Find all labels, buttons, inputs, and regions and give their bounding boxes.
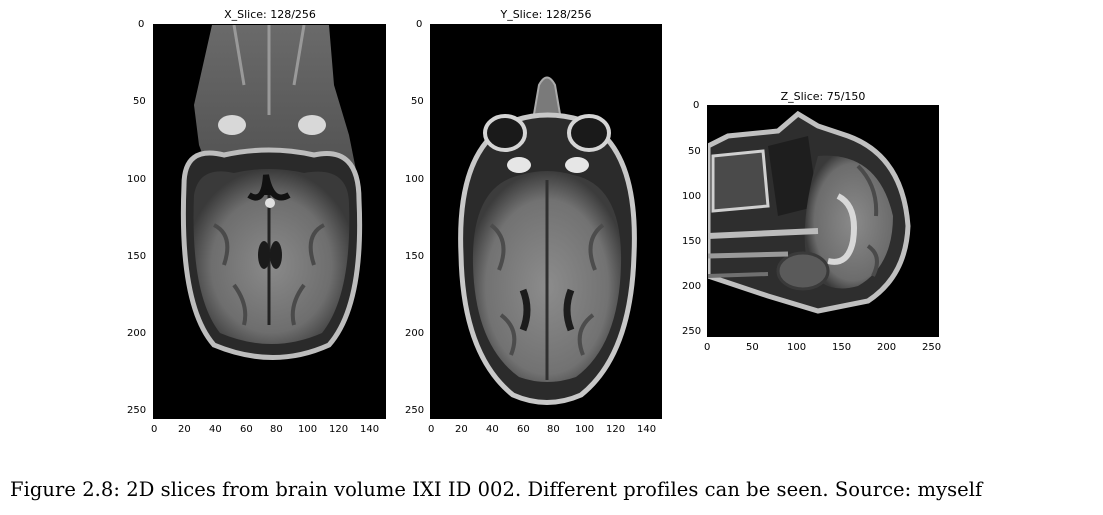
y-tick-label: 250	[127, 405, 147, 416]
x-tick-label: 50	[746, 342, 759, 353]
x-tick-label: 20	[455, 424, 468, 435]
x-tick-label: 100	[787, 342, 807, 353]
y-tick-label: 0	[416, 19, 423, 30]
x-tick-label: 60	[517, 424, 530, 435]
x-tick-label: 250	[922, 342, 942, 353]
y-tick-label: 0	[138, 19, 145, 30]
panel-title: X_Slice: 128/256	[224, 8, 316, 21]
y-tick-label: 50	[688, 146, 701, 157]
x-tick-label: 100	[298, 424, 318, 435]
y-tick-label: 200	[682, 281, 702, 292]
y-tick-label: 200	[127, 328, 147, 339]
y-tick-label: 150	[682, 236, 702, 247]
x-tick-label: 150	[832, 342, 852, 353]
x-tick-label: 140	[360, 424, 380, 435]
figure-caption: Figure 2.8: 2D slices from brain volume …	[10, 478, 983, 501]
x-tick-label: 200	[877, 342, 897, 353]
y-tick-label: 100	[405, 174, 425, 185]
x-tick-label: 0	[151, 424, 158, 435]
y-tick-label: 100	[682, 191, 702, 202]
y-tick-label: 150	[405, 251, 425, 262]
y-tick-label: 250	[682, 326, 702, 337]
y-tick-label: 200	[405, 328, 425, 339]
x-tick-label: 120	[329, 424, 349, 435]
y-tick-label: 100	[127, 174, 147, 185]
x-tick-label: 0	[704, 342, 711, 353]
mri-image-x-slice	[153, 24, 386, 419]
y-tick-label: 150	[127, 251, 147, 262]
x-tick-label: 100	[575, 424, 595, 435]
x-tick-label: 140	[637, 424, 657, 435]
x-tick-label: 60	[240, 424, 253, 435]
x-tick-label: 80	[547, 424, 560, 435]
y-tick-label: 0	[693, 100, 700, 111]
y-tick-label: 50	[133, 96, 146, 107]
mri-image-y-slice	[430, 24, 662, 419]
panel-title: Y_Slice: 128/256	[500, 8, 592, 21]
y-tick-label: 250	[405, 405, 425, 416]
x-tick-label: 120	[606, 424, 626, 435]
mri-image-z-slice	[707, 105, 939, 337]
y-tick-label: 50	[411, 96, 424, 107]
panel-title: Z_Slice: 75/150	[780, 90, 866, 103]
x-tick-label: 20	[178, 424, 191, 435]
x-tick-label: 40	[486, 424, 499, 435]
x-tick-label: 40	[209, 424, 222, 435]
x-tick-label: 80	[270, 424, 283, 435]
x-tick-label: 0	[428, 424, 435, 435]
